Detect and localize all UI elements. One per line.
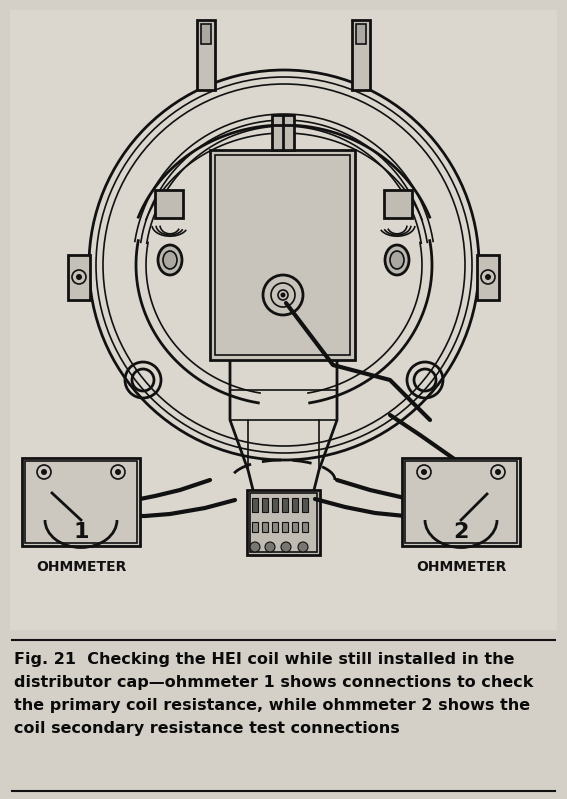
Circle shape (115, 469, 121, 475)
Bar (250, 493, 317, 552)
Text: coil secondary resistance test connections: coil secondary resistance test connectio… (14, 721, 400, 736)
Bar (215, 155, 350, 355)
Text: 2: 2 (453, 522, 469, 542)
Bar (477, 255, 499, 300)
Bar (292, 498, 298, 512)
Bar (10, 10, 557, 630)
Text: 1: 1 (73, 522, 89, 542)
Bar (272, 522, 278, 532)
Bar (272, 115, 294, 150)
Bar (302, 498, 308, 512)
Text: OHMMETER: OHMMETER (416, 560, 506, 574)
Ellipse shape (385, 245, 409, 275)
Bar (252, 522, 258, 532)
Circle shape (76, 274, 82, 280)
Bar (384, 190, 412, 218)
Circle shape (485, 274, 491, 280)
Circle shape (250, 542, 260, 552)
Circle shape (421, 469, 427, 475)
Bar (282, 498, 288, 512)
Circle shape (281, 542, 291, 552)
Circle shape (41, 469, 47, 475)
Text: the primary coil resistance, while ohmmeter 2 shows the: the primary coil resistance, while ohmme… (14, 698, 530, 713)
Text: OHMMETER: OHMMETER (36, 560, 126, 574)
Bar (22, 458, 140, 546)
Bar (262, 498, 268, 512)
Bar (252, 498, 258, 512)
Ellipse shape (158, 245, 182, 275)
Text: Fig. 21  Checking the HEI coil while still installed in the: Fig. 21 Checking the HEI coil while stil… (14, 652, 514, 667)
Bar (210, 150, 355, 360)
Bar (247, 490, 320, 555)
Bar (197, 20, 215, 90)
Bar (68, 255, 90, 300)
Ellipse shape (163, 251, 177, 269)
Circle shape (495, 469, 501, 475)
Circle shape (298, 542, 308, 552)
Text: distributor cap—ohmmeter 1 shows connections to check: distributor cap—ohmmeter 1 shows connect… (14, 675, 534, 690)
Bar (155, 190, 183, 218)
Bar (282, 522, 288, 532)
Bar (405, 461, 517, 543)
Ellipse shape (390, 251, 404, 269)
Bar (352, 20, 370, 90)
Bar (25, 461, 137, 543)
Circle shape (265, 542, 275, 552)
Bar (272, 498, 278, 512)
Bar (402, 458, 520, 546)
Bar (262, 522, 268, 532)
Bar (201, 24, 211, 44)
Circle shape (281, 292, 286, 297)
Bar (356, 24, 366, 44)
Bar (302, 522, 308, 532)
Bar (292, 522, 298, 532)
